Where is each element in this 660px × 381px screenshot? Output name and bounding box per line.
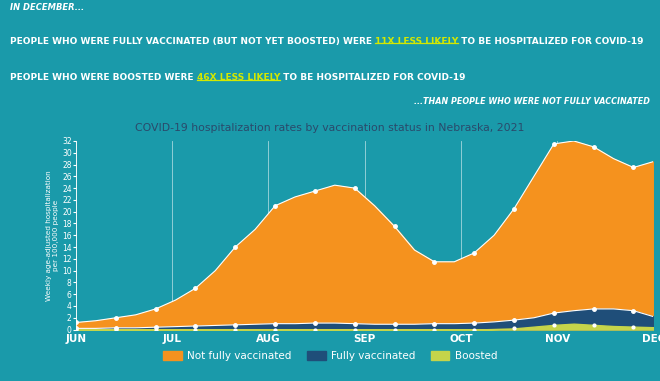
Text: 11X LESS LIKELY: 11X LESS LIKELY: [375, 37, 458, 46]
Text: IN DECEMBER...: IN DECEMBER...: [10, 3, 84, 13]
Y-axis label: Weekly age-adjusted hospitalization
per 100,000 people: Weekly age-adjusted hospitalization per …: [46, 170, 59, 301]
Text: PEOPLE WHO WERE FULLY VACCINATED (BUT NOT YET BOOSTED) WERE: PEOPLE WHO WERE FULLY VACCINATED (BUT NO…: [10, 37, 375, 46]
Text: ...THAN PEOPLE WHO WERE NOT FULLY VACCINATED: ...THAN PEOPLE WHO WERE NOT FULLY VACCIN…: [414, 97, 650, 106]
Text: 46X LESS LIKELY: 46X LESS LIKELY: [197, 73, 280, 82]
Text: COVID-19 hospitalization rates by vaccination status in Nebraska, 2021: COVID-19 hospitalization rates by vaccin…: [135, 123, 525, 133]
Text: PEOPLE WHO WERE BOOSTED WERE: PEOPLE WHO WERE BOOSTED WERE: [10, 73, 197, 82]
Text: TO BE HOSPITALIZED FOR COVID-19: TO BE HOSPITALIZED FOR COVID-19: [280, 73, 465, 82]
Text: TO BE HOSPITALIZED FOR COVID-19: TO BE HOSPITALIZED FOR COVID-19: [458, 37, 644, 46]
Legend: Not fully vaccinated, Fully vaccinated, Boosted: Not fully vaccinated, Fully vaccinated, …: [158, 347, 502, 365]
